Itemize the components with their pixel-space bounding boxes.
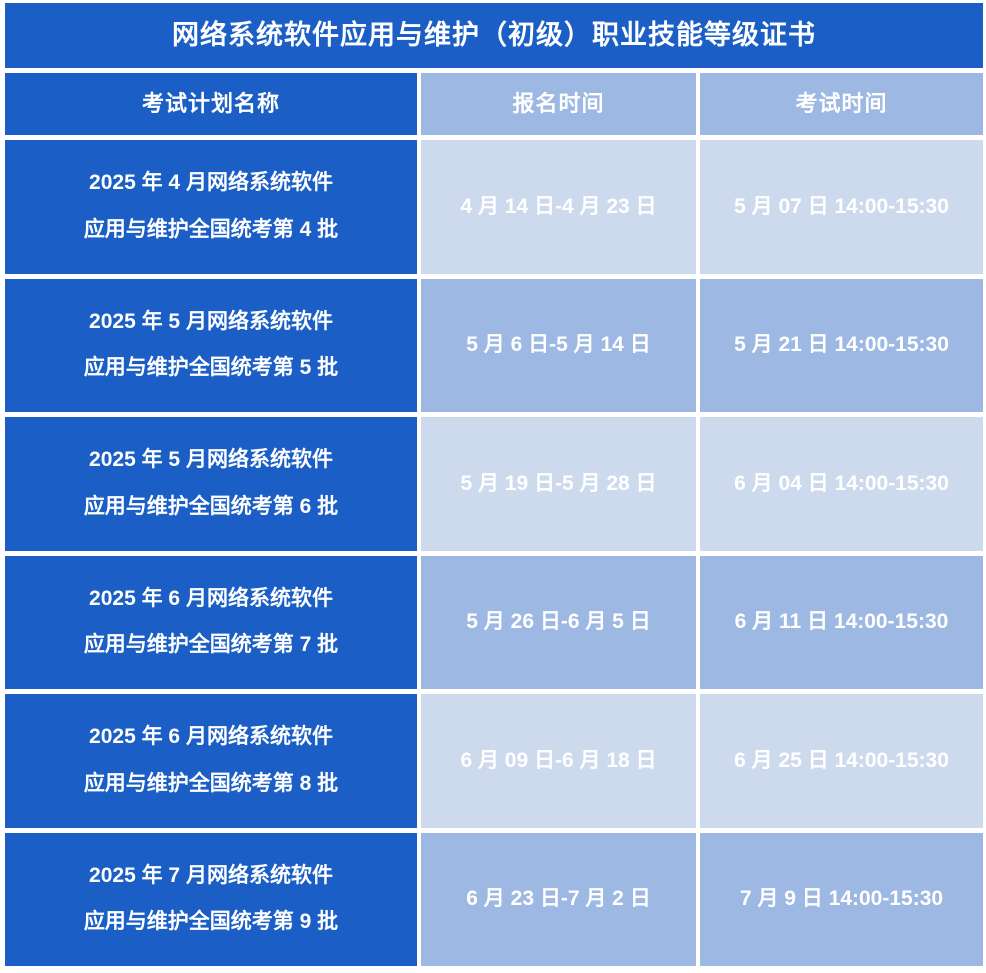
- exam-cell: 5 月 07 日 14:00-15:30: [700, 140, 983, 274]
- plan-line-1: 2025 年 5 月网络系统软件: [89, 309, 333, 333]
- header-cell-exam: 考试时间: [700, 73, 983, 135]
- exam-cell: 6 月 04 日 14:00-15:30: [700, 417, 983, 551]
- plan-line-1: 2025 年 6 月网络系统软件: [89, 586, 333, 610]
- registration-cell: 5 月 19 日-5 月 28 日: [421, 417, 696, 551]
- exam-cell: 5 月 21 日 14:00-15:30: [700, 278, 983, 412]
- registration-cell: 4 月 14 日-4 月 23 日: [421, 140, 696, 274]
- exam-cell: 6 月 11 日 14:00-15:30: [700, 555, 983, 689]
- plan-line-2: 应用与维护全国统考第 9 批: [83, 910, 339, 934]
- plan-line-2: 应用与维护全国统考第 6 批: [83, 494, 339, 518]
- plan-line-2: 应用与维护全国统考第 7 批: [83, 633, 339, 657]
- plan-line-2: 应用与维护全国统考第 5 批: [83, 356, 339, 380]
- exam-cell: 6 月 25 日 14:00-15:30: [700, 694, 983, 828]
- plan-cell: 2025 年 6 月网络系统软件 应用与维护全国统考第 7 批: [5, 555, 417, 689]
- registration-cell: 6 月 23 日-7 月 2 日: [421, 832, 696, 966]
- plan-line-1: 2025 年 7 月网络系统软件: [89, 863, 333, 887]
- plan-cell: 2025 年 4 月网络系统软件 应用与维护全国统考第 4 批: [5, 140, 417, 274]
- exam-schedule-table: 网络系统软件应用与维护（初级）职业技能等级证书 考试计划名称 报名时间 考试时间…: [5, 3, 983, 966]
- plan-cell: 2025 年 6 月网络系统软件 应用与维护全国统考第 8 批: [5, 694, 417, 828]
- plan-line-2: 应用与维护全国统考第 4 批: [83, 217, 339, 241]
- registration-cell: 5 月 6 日-5 月 14 日: [421, 278, 696, 412]
- registration-cell: 5 月 26 日-6 月 5 日: [421, 555, 696, 689]
- plan-cell: 2025 年 5 月网络系统软件 应用与维护全国统考第 5 批: [5, 278, 417, 412]
- table-title: 网络系统软件应用与维护（初级）职业技能等级证书: [5, 3, 983, 68]
- plan-cell: 2025 年 5 月网络系统软件 应用与维护全国统考第 6 批: [5, 417, 417, 551]
- exam-cell: 7 月 9 日 14:00-15:30: [700, 832, 983, 966]
- header-cell-registration: 报名时间: [421, 73, 696, 135]
- registration-cell: 6 月 09 日-6 月 18 日: [421, 694, 696, 828]
- header-cell-plan: 考试计划名称: [5, 73, 417, 135]
- plan-line-1: 2025 年 5 月网络系统软件: [89, 448, 333, 472]
- plan-line-1: 2025 年 6 月网络系统软件: [89, 725, 333, 749]
- plan-line-1: 2025 年 4 月网络系统软件: [89, 171, 333, 195]
- plan-cell: 2025 年 7 月网络系统软件 应用与维护全国统考第 9 批: [5, 832, 417, 966]
- plan-line-2: 应用与维护全国统考第 8 批: [83, 771, 339, 795]
